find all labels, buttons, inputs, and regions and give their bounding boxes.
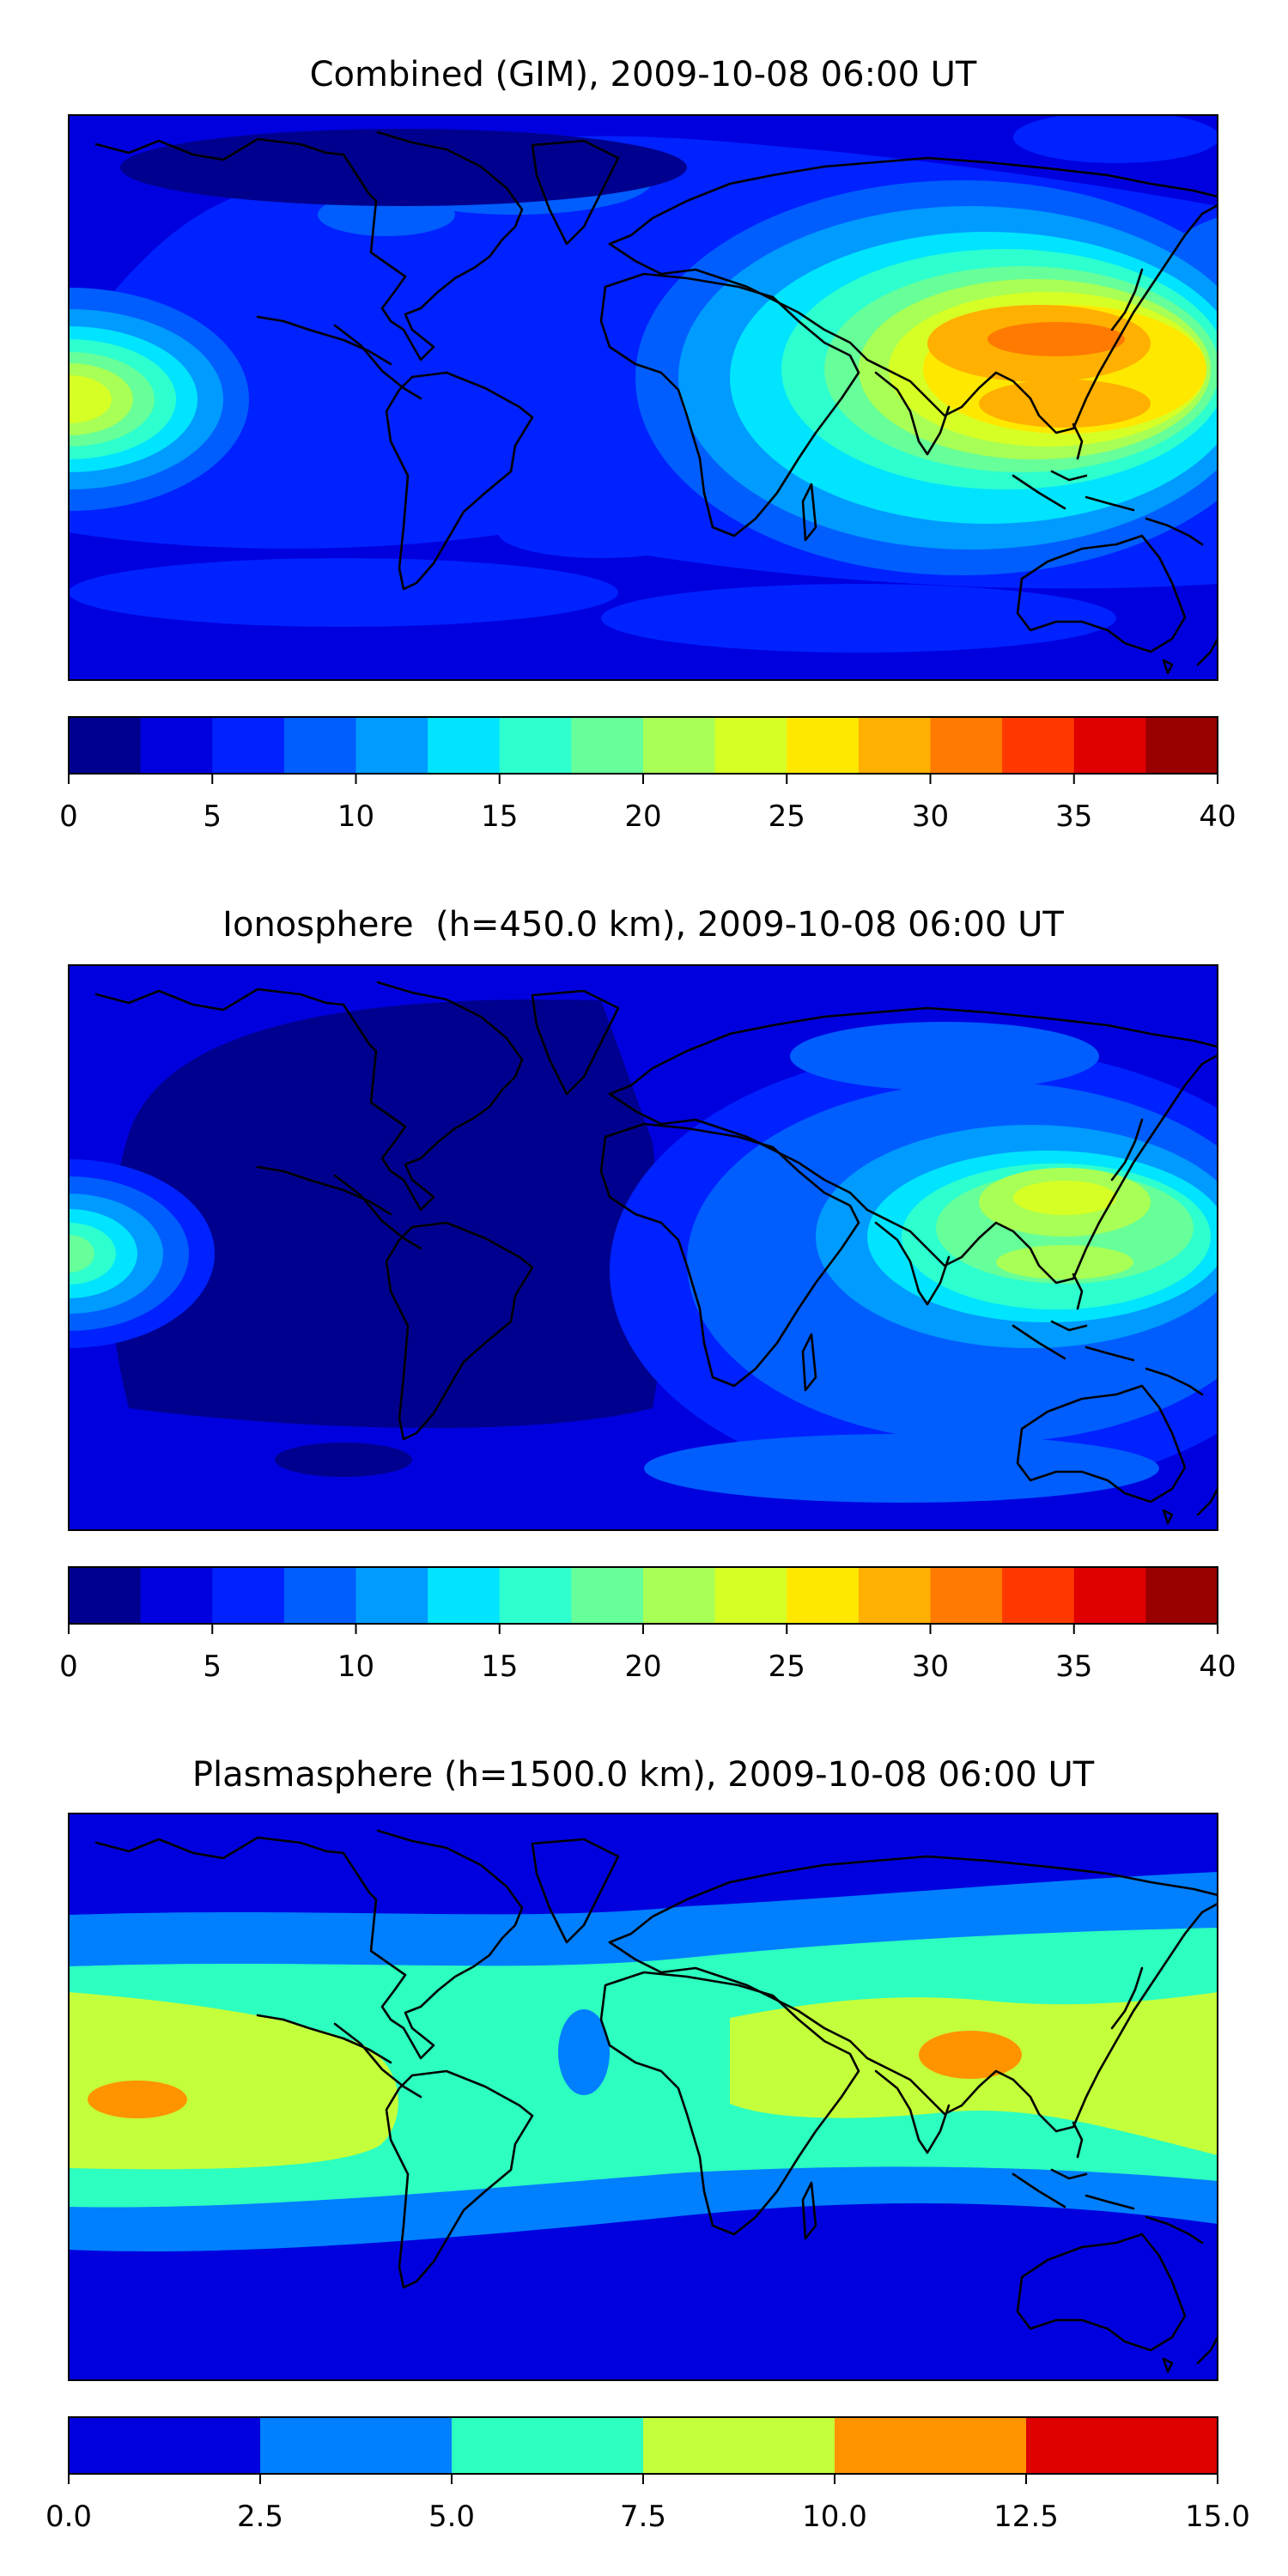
colorbar-level — [428, 717, 501, 774]
colorbar-tick-label: 10 — [337, 799, 374, 834]
colorbar-level — [499, 1567, 572, 1624]
colorbar-level — [714, 717, 787, 774]
colorbar-level — [571, 717, 644, 774]
colorbar-ionosphere: 0 5 10 15 20 25 30 35 40 — [59, 1566, 1236, 1684]
colorbar-level — [1073, 717, 1146, 774]
title-ionosphere: Ionosphere (h=450.0 km), 2009-10-08 06:0… — [222, 905, 1064, 945]
colorbar-tick-label: 5 — [203, 1649, 222, 1684]
colorbar-level — [930, 717, 1003, 774]
colorbar-level — [355, 1567, 428, 1624]
colorbar-tick-label: 40 — [1199, 1649, 1236, 1684]
title-combined: Combined (GIM), 2009-10-08 06:00 UT — [310, 55, 977, 94]
colorbar-tick-label: 25 — [769, 1649, 805, 1684]
colorbar-level — [69, 2417, 261, 2474]
colorbar-level — [643, 2417, 835, 2474]
colorbar-tick-label: 10 — [337, 1649, 374, 1684]
colorbar-tick-label: 5.0 — [428, 2500, 475, 2534]
colorbar-level — [1026, 2417, 1218, 2474]
colorbar-tick-label: 35 — [1055, 799, 1092, 834]
colorbar-level — [212, 1567, 285, 1624]
colorbar-level — [428, 1567, 501, 1624]
colorbar-level — [858, 717, 932, 774]
colorbar-level — [571, 1567, 644, 1624]
colorbar-level — [643, 717, 716, 774]
colorbar-level — [643, 1567, 716, 1624]
colorbar-tick-label: 15 — [481, 1649, 518, 1684]
colorbar-tick-label: 30 — [912, 1649, 949, 1684]
colorbar-tick-label: 7.5 — [620, 2500, 666, 2534]
colorbar-level — [1073, 1567, 1146, 1624]
panel-ionosphere: Ionosphere (h=450.0 km), 2009-10-08 06:0… — [59, 905, 1236, 1684]
panel-plasmasphere: Plasmasphere (h=1500.0 km), 2009-10-08 0… — [46, 1755, 1250, 2534]
colorbar-tick-label: 12.5 — [993, 2500, 1059, 2534]
colorbar-tick-label: 20 — [624, 799, 661, 834]
colorbar-tick-label: 0.0 — [46, 2500, 92, 2534]
colorbar-level — [499, 717, 572, 774]
colorbar-level — [140, 717, 213, 774]
colorbar-tick-label: 0 — [59, 1649, 78, 1684]
colorbar-level — [355, 717, 428, 774]
map-combined — [69, 115, 1218, 680]
colorbar-tick-label: 25 — [769, 799, 805, 834]
colorbar-level — [930, 1567, 1003, 1624]
colorbar-combined: 0 5 10 15 20 25 30 35 40 — [59, 716, 1236, 834]
colorbar-level — [69, 717, 142, 774]
colorbar-tick-label: 10.0 — [802, 2500, 867, 2534]
colorbar-level — [1002, 1567, 1075, 1624]
colorbar-level — [452, 2417, 644, 2474]
map-ionosphere — [69, 965, 1218, 1530]
colorbar-tick-label: 30 — [912, 799, 949, 834]
colorbar-level — [1002, 717, 1075, 774]
colorbar-level — [787, 717, 860, 774]
colorbar-tick-label: 20 — [624, 1649, 661, 1684]
colorbar-level — [1145, 1567, 1218, 1624]
panel-combined: Combined (GIM), 2009-10-08 06:00 UT — [59, 55, 1236, 834]
colorbar-level — [140, 1567, 213, 1624]
colorbar-level — [260, 2417, 453, 2474]
colorbar-level — [714, 1567, 787, 1624]
colorbar-tick-label: 15 — [481, 799, 518, 834]
colorbar-level — [69, 1567, 142, 1624]
title-plasmasphere: Plasmasphere (h=1500.0 km), 2009-10-08 0… — [192, 1755, 1095, 1795]
colorbar-level — [858, 1567, 932, 1624]
colorbar-level — [212, 717, 285, 774]
colorbar-tick-label: 0 — [59, 799, 78, 834]
map-plasmasphere — [69, 1814, 1218, 2380]
colorbar-plasmasphere: 0.0 2.5 5.0 7.5 10.0 12.5 15.0 — [46, 2416, 1250, 2534]
colorbar-level — [283, 1567, 357, 1624]
colorbar-level — [835, 2417, 1027, 2474]
colorbar-tick-label: 5 — [203, 799, 222, 834]
colorbar-tick-label: 35 — [1055, 1649, 1092, 1684]
colorbar-level — [283, 717, 357, 774]
colorbar-level — [787, 1567, 860, 1624]
colorbar-tick-label: 2.5 — [237, 2500, 283, 2534]
colorbar-level — [1145, 717, 1218, 774]
colorbar-tick-label: 40 — [1199, 799, 1236, 834]
colorbar-tick-label: 15.0 — [1185, 2500, 1250, 2534]
